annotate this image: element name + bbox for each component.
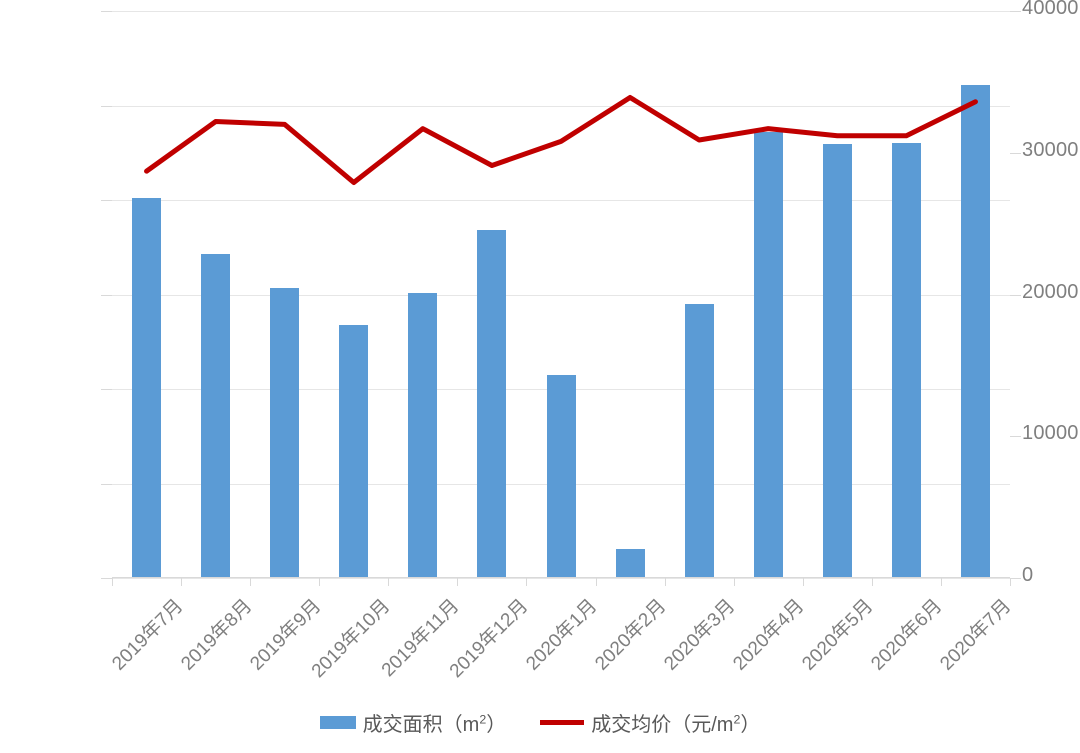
right-axis-tick	[1010, 578, 1021, 579]
right-axis-tick	[1010, 436, 1021, 438]
category-axis-tick	[457, 578, 459, 586]
category-axis-tick	[250, 578, 252, 586]
category-axis-tick	[1010, 578, 1011, 586]
category-axis-tick	[595, 578, 597, 586]
right-axis-tick	[1010, 11, 1021, 12]
left-axis-tick	[101, 11, 112, 12]
right-axis-tick-label: 0	[1022, 564, 1034, 586]
legend: 成交面积（m2） 成交均价（元/m2）	[0, 708, 1080, 737]
category-axis-line	[112, 577, 1010, 578]
category-axis-tick	[664, 578, 666, 586]
bar[interactable]	[615, 548, 645, 578]
left-axis-tick	[101, 578, 112, 579]
left-axis-tick	[101, 200, 112, 201]
plot-area	[112, 11, 1010, 579]
gridline	[112, 578, 1010, 579]
right-axis-tick	[1010, 152, 1021, 154]
right-axis-tick	[1010, 294, 1021, 296]
category-axis-tick	[388, 578, 390, 586]
bar[interactable]	[201, 254, 231, 578]
left-axis-tick	[101, 294, 112, 296]
right-axis-tick-label: 20000	[1022, 280, 1079, 303]
bar[interactable]	[684, 303, 714, 578]
category-axis-tick	[802, 578, 804, 586]
bar[interactable]	[546, 374, 576, 578]
gridline	[112, 105, 1010, 107]
bar[interactable]	[339, 324, 369, 578]
legend-label-price: 成交均价（元/m2）	[591, 712, 761, 736]
legend-label-area: 成交面积（m2）	[362, 712, 507, 736]
category-axis-tick	[112, 578, 113, 586]
bar[interactable]	[408, 292, 438, 578]
right-axis-tick-label: 30000	[1022, 138, 1079, 161]
gridline	[112, 11, 1010, 12]
category-axis-tick	[526, 578, 528, 586]
bar[interactable]	[891, 142, 921, 578]
bar[interactable]	[960, 85, 990, 578]
bar[interactable]	[822, 144, 852, 578]
bar[interactable]	[753, 131, 783, 578]
left-axis-tick	[101, 389, 112, 390]
left-axis-tick	[101, 483, 112, 485]
category-axis-tick	[733, 578, 735, 586]
bar-swatch-icon	[319, 716, 356, 729]
bar[interactable]	[477, 229, 507, 578]
gridline	[112, 294, 1010, 296]
bar[interactable]	[132, 197, 162, 578]
bar[interactable]	[270, 287, 300, 578]
right-axis-tick-label: 10000	[1022, 422, 1079, 445]
category-axis-tick	[940, 578, 942, 586]
left-axis-tick	[101, 105, 112, 107]
gridline	[112, 200, 1010, 201]
category-axis-tick	[871, 578, 873, 586]
line-swatch-icon	[540, 720, 585, 725]
legend-item-price[interactable]: 成交均价（元/m2）	[540, 708, 760, 737]
right-axis-tick-label: 40000	[1022, 0, 1079, 19]
category-axis-tick	[319, 578, 321, 586]
category-axis-tick	[181, 578, 183, 586]
legend-item-area[interactable]: 成交面积（m2）	[319, 708, 507, 737]
